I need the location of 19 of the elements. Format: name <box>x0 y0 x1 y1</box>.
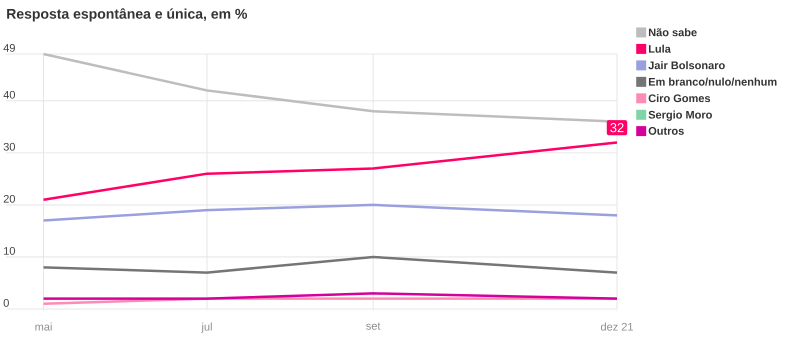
legend-label: Jair Bolsonaro <box>648 61 725 70</box>
x-tick-label: mai <box>35 322 52 331</box>
data-label: 32 <box>610 123 624 132</box>
legend-label: Não sabe <box>648 28 697 36</box>
legend-label: Ciro Gomes <box>648 94 710 102</box>
legend-label: Sergio Moro <box>648 110 712 121</box>
chart-title: Resposta espontânea e única, em % <box>7 8 248 22</box>
y-tick-label: 30 <box>4 142 15 151</box>
y-tick-label: 40 <box>3 90 15 99</box>
x-tick-label: set <box>366 322 380 330</box>
x-tick-label: dez 21 <box>600 322 633 331</box>
y-tick-label: 20 <box>4 194 15 203</box>
y-tick-label: 10 <box>4 246 15 255</box>
y-tick-label: 0 <box>4 299 9 307</box>
legend-label: Outros <box>648 127 684 135</box>
legend-label: Em branco/nulo/nenhum <box>648 78 776 86</box>
x-tick-label: jul <box>201 322 212 333</box>
y-tick-label: 49 <box>3 44 15 52</box>
legend-label: Lula <box>648 44 671 53</box>
